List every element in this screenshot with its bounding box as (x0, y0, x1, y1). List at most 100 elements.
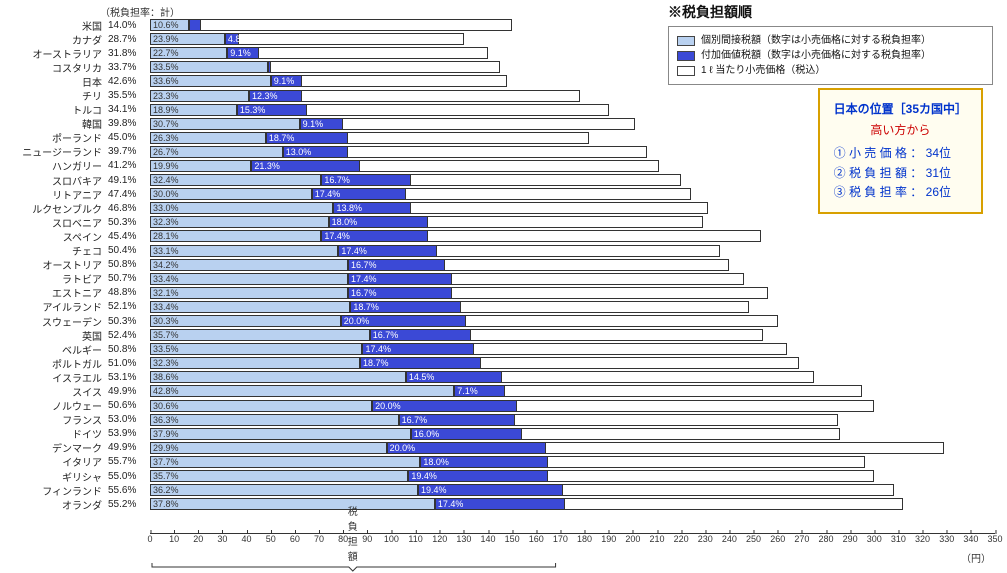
cat-label: スロベニア (12, 215, 104, 230)
cat-label: スロバキア (12, 173, 104, 188)
pct-label: 48.8% (104, 287, 150, 298)
cat-label: エストニア (12, 285, 104, 300)
pct-label: 35.5% (104, 90, 150, 101)
tick: 320 (915, 534, 930, 544)
cat-label: オランダ (12, 497, 104, 512)
row-34: オランダ55.2%37.8%17.4% (12, 497, 995, 511)
pct-label: 45.4% (104, 231, 150, 242)
cat-label: ラトビア (12, 271, 104, 286)
cat-label: ハンガリー (12, 158, 104, 173)
tick: 210 (649, 534, 664, 544)
cat-label: 英国 (12, 328, 104, 343)
bars: 32.4%16.7% (150, 174, 995, 186)
row-26: スイス49.9%42.8%7.1% (12, 384, 995, 398)
row-28: フランス53.0%36.3%16.7% (12, 413, 995, 427)
pct-label: 55.7% (104, 456, 150, 467)
pct-label: 55.6% (104, 485, 150, 496)
pct-label: 39.8% (104, 118, 150, 129)
row-15: スペイン45.4%28.1%17.4% (12, 229, 995, 243)
bars: 32.3%18.0% (150, 216, 995, 228)
tick: 70 (314, 534, 324, 544)
cat-label: イタリア (12, 454, 104, 469)
bars: 26.7%13.0% (150, 146, 995, 158)
pct-label: 34.1% (104, 104, 150, 115)
tick: 160 (529, 534, 544, 544)
bars: 32.3%18.7% (150, 357, 995, 369)
row-7: 韓国39.8%30.7%9.1% (12, 117, 995, 131)
row-33: フィンランド55.6%36.2%19.4% (12, 483, 995, 497)
row-20: アイルランド52.1%33.4%18.7% (12, 300, 995, 314)
bars: 33.1%17.4% (150, 245, 995, 257)
bars: 42.8%7.1% (150, 385, 995, 397)
pct-label: 28.7% (104, 34, 150, 45)
pct-label: 55.2% (104, 499, 150, 510)
tick: 340 (963, 534, 978, 544)
pct-label: 50.7% (104, 273, 150, 284)
tick: 350 (987, 534, 1002, 544)
bars: 37.9%16.0% (150, 428, 995, 440)
cat-label: チェコ (12, 243, 104, 258)
tick: 40 (242, 534, 252, 544)
pct-label: 46.8% (104, 203, 150, 214)
cat-label: ギリシャ (12, 469, 104, 484)
cat-label: スイス (12, 384, 104, 399)
pct-label: 14.0% (104, 20, 150, 31)
pct-label: 50.4% (104, 245, 150, 256)
cat-label: ニュージーランド (12, 144, 104, 159)
bars: 37.7%18.0% (150, 456, 995, 468)
pct-label: 47.4% (104, 189, 150, 200)
row-3: コスタリカ33.7%33.5%0.2% (12, 60, 995, 74)
bars: 23.3%12.3% (150, 90, 995, 102)
pct-label: 41.2% (104, 160, 150, 171)
tick: 150 (505, 534, 520, 544)
tick: 20 (193, 534, 203, 544)
tick: 140 (480, 534, 495, 544)
bars: 33.5%17.4% (150, 343, 995, 355)
tick: 260 (770, 534, 785, 544)
cat-label: イスラエル (12, 370, 104, 385)
tick: 120 (432, 534, 447, 544)
bars: 33.6%9.1% (150, 75, 995, 87)
tick: 220 (674, 534, 689, 544)
cat-label: フランス (12, 412, 104, 427)
pct-label: 42.6% (104, 76, 150, 87)
bars: 23.9%4.8% (150, 33, 995, 45)
tick: 290 (843, 534, 858, 544)
bars: 28.1%17.4% (150, 230, 995, 242)
bars: 33.0%13.8% (150, 202, 995, 214)
tick: 30 (217, 534, 227, 544)
chart-area: 米国14.0%10.6%カナダ28.7%23.9%4.8%オーストラリア31.8… (12, 18, 995, 533)
bars: 26.3%18.7% (150, 132, 995, 144)
cat-label: カナダ (12, 32, 104, 47)
tick: 200 (625, 534, 640, 544)
row-1: カナダ28.7%23.9%4.8% (12, 32, 995, 46)
cat-label: アイルランド (12, 299, 104, 314)
row-2: オーストラリア31.8%22.7%9.1% (12, 46, 995, 60)
tick: 80 (338, 534, 348, 544)
cat-label: コスタリカ (12, 60, 104, 75)
row-0: 米国14.0%10.6% (12, 18, 995, 32)
pct-label: 55.0% (104, 471, 150, 482)
bars: 29.9%20.0% (150, 442, 995, 454)
row-10: ハンガリー41.2%19.9%21.3% (12, 159, 995, 173)
tick: 170 (553, 534, 568, 544)
x-unit: （円） (961, 550, 991, 565)
bars: 30.0%17.4% (150, 188, 995, 200)
cat-label: オーストラリア (12, 46, 104, 61)
row-6: トルコ34.1%18.9%15.3% (12, 103, 995, 117)
cat-label: ポーランド (12, 130, 104, 145)
pct-label: 50.6% (104, 400, 150, 411)
cat-label: デンマーク (12, 440, 104, 455)
row-25: イスラエル53.1%38.6%14.5% (12, 370, 995, 384)
bars: 36.2%19.4% (150, 484, 995, 496)
bars: 32.1%16.7% (150, 287, 995, 299)
row-22: 英国52.4%35.7%16.7% (12, 328, 995, 342)
row-18: ラトビア50.7%33.4%17.4% (12, 272, 995, 286)
row-8: ポーランド45.0%26.3%18.7% (12, 131, 995, 145)
row-11: スロバキア49.1%32.4%16.7% (12, 173, 995, 187)
bars: 19.9%21.3% (150, 160, 995, 172)
cat-label: フィンランド (12, 483, 104, 498)
tick: 130 (456, 534, 471, 544)
tick: 240 (722, 534, 737, 544)
row-5: チリ35.5%23.3%12.3% (12, 88, 995, 102)
